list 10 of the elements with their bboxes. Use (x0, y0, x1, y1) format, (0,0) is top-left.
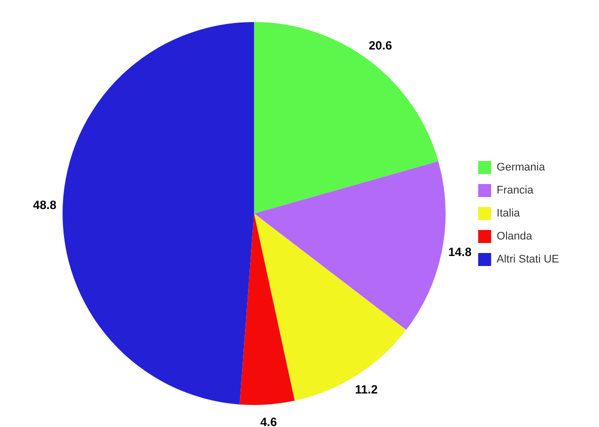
legend-label: Altri Stati UE (496, 254, 560, 266)
legend-label: Olanda (496, 230, 534, 243)
data-label: 20.6 (368, 38, 392, 53)
data-label: 14.8 (448, 245, 472, 260)
data-label: 4.6 (260, 414, 278, 427)
data-label: 11.2 (354, 382, 378, 397)
data-label: 48.8 (33, 198, 57, 212)
legend-label: Francia (496, 184, 534, 197)
legend-label: Italia (496, 208, 521, 220)
legend-label: Germania (496, 162, 546, 174)
